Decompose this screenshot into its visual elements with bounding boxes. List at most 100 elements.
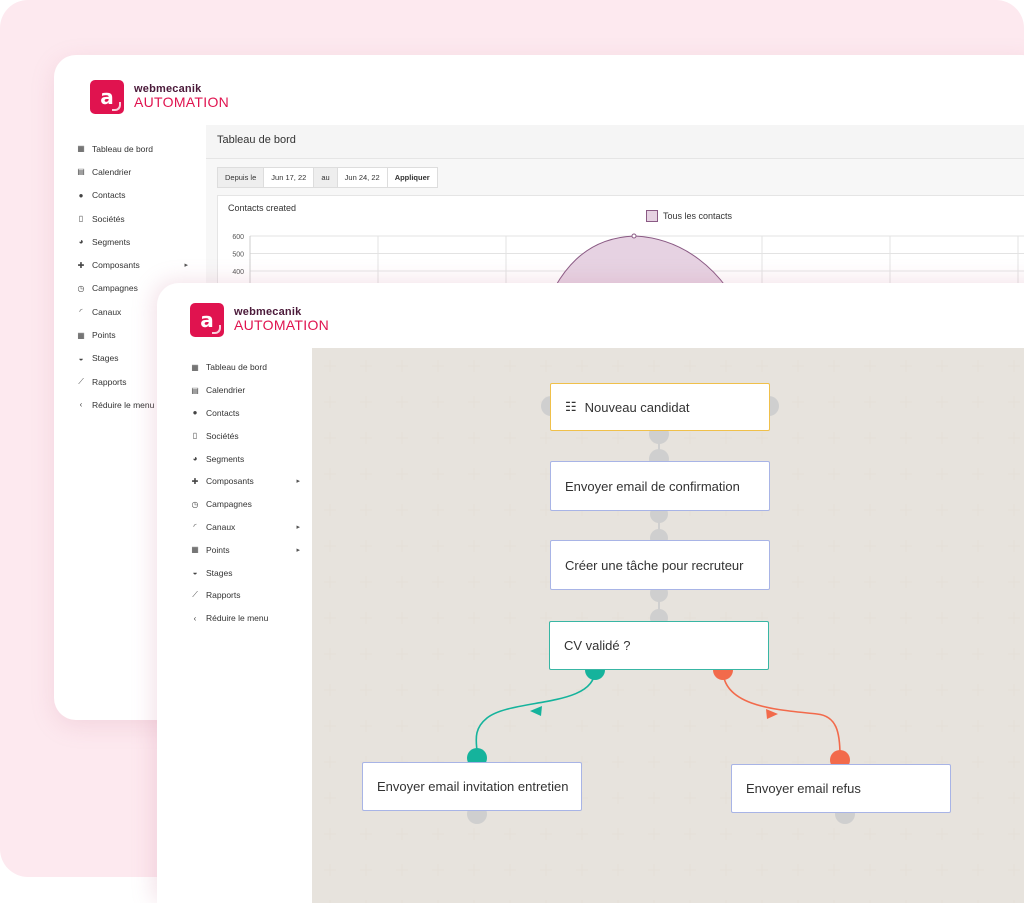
node-label: CV validé ? <box>564 638 631 653</box>
sidebar-menu: ▦ Tableau de bord ▤ Calendrier ● Contacts ▯ Soc… <box>76 137 188 417</box>
sidebar-item-sociétés[interactable]: ▯ Sociétés <box>190 424 300 447</box>
sidebar-item-contacts[interactable]: ● Contacts <box>76 184 188 207</box>
brand-name: webmecanik <box>134 82 202 95</box>
sidebar-item-réduire-le-menu[interactable]: ‹ Réduire le menu <box>76 393 188 416</box>
sidebar-item-label: Réduire le menu <box>206 613 269 624</box>
list-icon: ☷ <box>565 399 577 414</box>
sidebar-item-label: Calendrier <box>92 166 132 177</box>
y-tick-label: 400 <box>232 269 244 276</box>
sidebar-item-label: Contacts <box>206 407 240 418</box>
sidebar-item-label: Rapports <box>206 590 241 601</box>
workflow-canvas[interactable]: ☷ Nouveau candidat Envoyer email de conf… <box>312 348 1024 903</box>
sidebar-item-points[interactable]: ▦ Points <box>76 323 188 346</box>
node-nouveau-candidat[interactable]: ☷ Nouveau candidat <box>550 383 770 431</box>
brand-logo[interactable]: a webmecanik AUTOMATION <box>90 80 229 114</box>
sidebar-item-campagnes[interactable]: ◷ Campagnes <box>76 277 188 300</box>
node-label: Créer une tâche pour recruteur <box>565 557 744 573</box>
edge-yes <box>475 669 596 754</box>
node-tache-recruteur[interactable]: Créer une tâche pour recruteur <box>550 540 770 590</box>
sidebar-item-label: Tableau de bord <box>92 143 153 154</box>
sidebar-item-label: Stages <box>206 567 233 578</box>
sidebar-item-composants[interactable]: ✚ Composants ▸ <box>76 253 188 276</box>
chevron-left-icon: ‹ <box>193 613 197 623</box>
sidebar-item-label: Composants <box>206 476 254 487</box>
sidebar-item-label: Segments <box>92 236 131 247</box>
tachometer-icon: ◒ <box>192 568 198 578</box>
chevron-left-icon: ‹ <box>79 400 83 410</box>
workflow-window: a webmecanik AUTOMATION ▦ Tableau de bord… <box>157 283 1024 903</box>
caret-right-icon: ▸ <box>184 262 188 270</box>
edge-no-arrow <box>766 709 778 719</box>
brand-logo[interactable]: a webmecanik AUTOMATION <box>190 303 329 337</box>
legend-label: Tous les contacts <box>663 211 733 221</box>
sidebar-item-stages[interactable]: ◒ Stages <box>76 347 188 370</box>
apply-button[interactable]: Appliquer <box>394 173 430 182</box>
sidebar-item-segments[interactable]: ◕ Segments <box>190 447 300 470</box>
sidebar-item-tableau-de-bord[interactable]: ▦ Tableau de bord <box>190 356 300 379</box>
node-email-confirmation[interactable]: Envoyer email de confirmation <box>550 461 770 511</box>
sidebar-item-réduire-le-menu[interactable]: ‹ Réduire le menu <box>190 607 300 630</box>
node-email-invitation[interactable]: Envoyer email invitation entretien <box>362 762 582 811</box>
calendar-icon: ▤ <box>191 385 199 395</box>
node-label: Envoyer email de confirmation <box>565 478 740 494</box>
sidebar-item-segments[interactable]: ◕ Segments <box>76 230 188 253</box>
pie-icon: ◕ <box>78 237 84 247</box>
caret-right-icon: ▸ <box>296 523 300 531</box>
edge-yes-arrow <box>530 706 542 716</box>
sidebar-item-label: Stages <box>92 353 119 364</box>
node-label: Envoyer email refus <box>746 781 861 796</box>
calculator-icon: ▦ <box>191 545 199 555</box>
sidebar-item-canaux[interactable]: ◜ Canaux <box>76 300 188 323</box>
grid-icon: ▦ <box>191 362 199 372</box>
brand-name: webmecanik <box>234 305 302 318</box>
sidebar-item-label: Contacts <box>92 190 126 201</box>
sidebar-item-label: Composants <box>92 260 140 271</box>
sidebar-item-label: Calendrier <box>206 385 246 396</box>
calculator-icon: ▦ <box>77 330 85 340</box>
sidebar-item-campagnes[interactable]: ◷ Campagnes <box>190 493 300 516</box>
page-title: Tableau de bord <box>206 125 1024 159</box>
date-from-label: Depuis le <box>218 168 265 187</box>
caret-right-icon: ▸ <box>296 478 300 486</box>
user-icon: ● <box>78 190 84 200</box>
pie-icon: ◕ <box>192 454 198 464</box>
grid-icon: ▦ <box>77 144 85 154</box>
rss-icon: ◜ <box>193 522 197 532</box>
node-email-refus[interactable]: Envoyer email refus <box>731 764 951 813</box>
brand-product: AUTOMATION <box>134 94 230 111</box>
sidebar-item-label: Rapports <box>92 376 127 387</box>
sidebar-item-contacts[interactable]: ● Contacts <box>190 402 300 425</box>
y-tick-label: 500 <box>232 252 244 259</box>
sidebar-item-stages[interactable]: ◒ Stages <box>190 561 300 584</box>
node-cv-valide[interactable]: CV validé ? <box>549 621 769 670</box>
line-chart-icon: ⟋ <box>78 376 84 386</box>
sidebar-item-label: Sociétés <box>206 430 239 441</box>
sidebar-item-points[interactable]: ▦ Points ▸ <box>190 538 300 561</box>
node-label: Nouveau candidat <box>584 399 690 415</box>
sidebar-item-calendrier[interactable]: ▤ Calendrier <box>190 379 300 402</box>
sidebar-item-label: Sociétés <box>92 213 125 224</box>
sidebar-item-composants[interactable]: ✚ Composants ▸ <box>190 470 300 493</box>
puzzle-icon: ✚ <box>191 476 199 486</box>
logo-icon: a <box>90 80 124 114</box>
sidebar-item-rapports[interactable]: ⟋ Rapports <box>76 370 188 393</box>
edge-no <box>722 669 841 757</box>
sidebar-item-label: Tableau de bord <box>206 362 267 373</box>
sidebar-item-rapports[interactable]: ⟋ Rapports <box>190 584 300 607</box>
date-to-input[interactable]: Jun 24, 22 <box>338 168 388 187</box>
node-label: Envoyer email invitation entretien <box>377 778 569 794</box>
user-icon: ● <box>192 408 198 418</box>
data-point <box>631 233 637 239</box>
sidebar-item-canaux[interactable]: ◜ Canaux ▸ <box>190 516 300 539</box>
sidebar-item-calendrier[interactable]: ▤ Calendrier <box>76 160 188 183</box>
date-to-label: au <box>314 168 338 187</box>
date-from-input[interactable]: Jun 17, 22 <box>264 168 315 187</box>
legend-swatch <box>646 210 658 222</box>
puzzle-icon: ✚ <box>77 260 85 270</box>
chart-legend[interactable]: Tous les contacts <box>646 210 732 222</box>
line-chart-icon: ⟋ <box>192 590 198 600</box>
sidebar-item-tableau-de-bord[interactable]: ▦ Tableau de bord <box>76 137 188 160</box>
sidebar-item-sociétés[interactable]: ▯ Sociétés <box>76 207 188 230</box>
tachometer-icon: ◒ <box>78 353 84 363</box>
rss-icon: ◜ <box>79 307 83 317</box>
